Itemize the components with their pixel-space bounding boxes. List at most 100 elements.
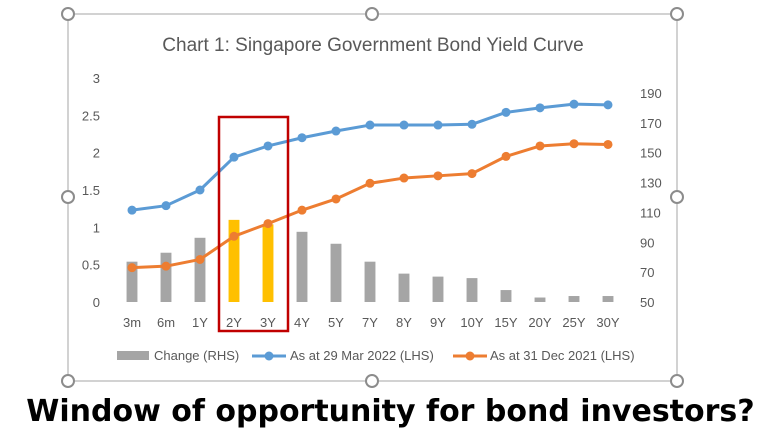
point-mar2022-10Y [467,119,477,129]
point-mar2022-6m [161,201,171,211]
resize-handle-middle-right[interactable] [670,190,684,204]
line-mar2022 [131,102,609,212]
point-dec2021-6m [161,261,171,271]
point-dec2021-7Y [365,178,375,188]
point-mar2022-2Y [229,152,239,162]
x-tick-label: 4Y [294,315,310,330]
point-dec2021-25Y [569,139,579,149]
right-tick-label: 50 [640,295,654,310]
x-tick-label: 3Y [260,315,276,330]
x-axis-ticks: 3m 6m 1Y 2Y 3Y 4Y 5Y 7Y 8Y 9Y 10Y 15Y 20Y 25Y 30Y [123,315,620,330]
point-mar2022-3Y [263,141,273,151]
point-dec2021-10Y [467,169,477,179]
right-tick-label: 130 [640,176,662,191]
legend-label-change: Change (RHS) [154,348,239,363]
x-tick-label: 10Y [460,315,483,330]
right-tick-label: 110 [640,205,661,220]
bar-5Y [330,243,342,302]
resize-handle-middle-left[interactable] [61,190,75,204]
left-tick-label: 0 [93,295,100,310]
point-dec2021-30Y [603,139,613,149]
x-tick-label: 15Y [494,315,517,330]
x-tick-label: 20Y [528,315,551,330]
right-tick-label: 90 [640,235,654,250]
resize-handle-bottom-left[interactable] [61,374,75,388]
point-mar2022-9Y [433,120,443,130]
legend-label-dec2021: As at 31 Dec 2021 (LHS) [490,348,635,363]
bar-2Y [228,219,240,302]
point-mar2022-15Y [501,107,511,117]
right-tick-label: 150 [640,146,662,161]
bar-1Y [194,237,206,302]
left-tick-label: 0.5 [82,258,100,273]
left-axis-ticks: 0 0.5 1 1.5 2 2.5 3 [82,71,100,310]
point-mar2022-20Y [535,103,545,113]
point-mar2022-30Y [603,100,613,110]
bar-9Y [432,276,444,302]
x-tick-label: 5Y [328,315,344,330]
bar-25Y [568,296,580,302]
left-tick-label: 1.5 [82,183,100,198]
bar-20Y [534,297,546,302]
x-tick-label: 7Y [362,315,378,330]
chart-title: Chart 1: Singapore Government Bond Yield… [162,35,583,56]
point-mar2022-1Y [195,185,205,195]
bar-7Y [364,261,376,302]
selection-handles[interactable] [61,7,684,388]
point-dec2021-8Y [399,173,409,183]
x-tick-label: 25Y [562,315,585,330]
left-tick-label: 2.5 [82,108,100,123]
point-mar2022-25Y [569,99,579,109]
x-tick-label: 8Y [396,315,412,330]
point-mar2022-3m [127,205,137,215]
legend-swatch-change [117,351,149,360]
bar-3m [126,261,138,302]
resize-handle-top-left[interactable] [61,7,75,21]
resize-handle-top-middle[interactable] [365,7,379,21]
legend-label-mar2022: As at 29 Mar 2022 (LHS) [290,348,434,363]
legend-marker-dec2021 [465,351,475,361]
bar-8Y [398,273,410,302]
right-tick-label: 170 [640,116,662,131]
x-tick-label: 6m [157,315,175,330]
resize-handle-top-right[interactable] [670,7,684,21]
legend: Change (RHS) As at 29 Mar 2022 (LHS) As … [117,348,635,363]
resize-handle-bottom-right[interactable] [670,374,684,388]
point-mar2022-7Y [365,120,375,130]
highlight-box [217,115,290,333]
x-tick-label: 9Y [430,315,446,330]
bar-3Y [262,224,274,302]
right-tick-label: 70 [640,265,654,280]
right-axis-ticks: 50 70 90 110 130 150 170 190 [640,86,662,310]
point-mar2022-5Y [331,126,341,136]
point-dec2021-2Y [229,231,239,241]
bar-4Y [296,231,308,302]
point-dec2021-4Y [297,205,307,215]
bar-10Y [466,278,478,302]
legend-marker-mar2022 [264,351,274,361]
chart-frame: Chart 1: Singapore Government Bond Yield… [61,7,684,388]
point-dec2021-20Y [535,141,545,151]
bar-series-change [126,219,614,302]
bar-6m [160,252,172,302]
point-mar2022-8Y [399,120,409,130]
point-dec2021-3m [127,263,137,273]
left-tick-label: 2 [93,146,100,161]
point-dec2021-15Y [501,151,511,161]
left-tick-label: 3 [93,71,100,86]
resize-handle-bottom-middle[interactable] [365,374,379,388]
x-tick-label: 30Y [596,315,619,330]
right-tick-label: 190 [640,86,662,101]
x-tick-label: 1Y [192,315,208,330]
bar-30Y [602,296,614,302]
point-dec2021-5Y [331,194,341,204]
point-dec2021-9Y [433,171,443,181]
caption: Window of opportunity for bond investors… [26,394,755,429]
x-tick-label: 3m [123,315,141,330]
point-dec2021-1Y [195,254,205,264]
left-tick-label: 1 [93,220,100,235]
bar-15Y [500,290,512,302]
x-tick-label: 2Y [226,315,242,330]
point-mar2022-4Y [297,133,307,143]
line-series [127,99,613,273]
